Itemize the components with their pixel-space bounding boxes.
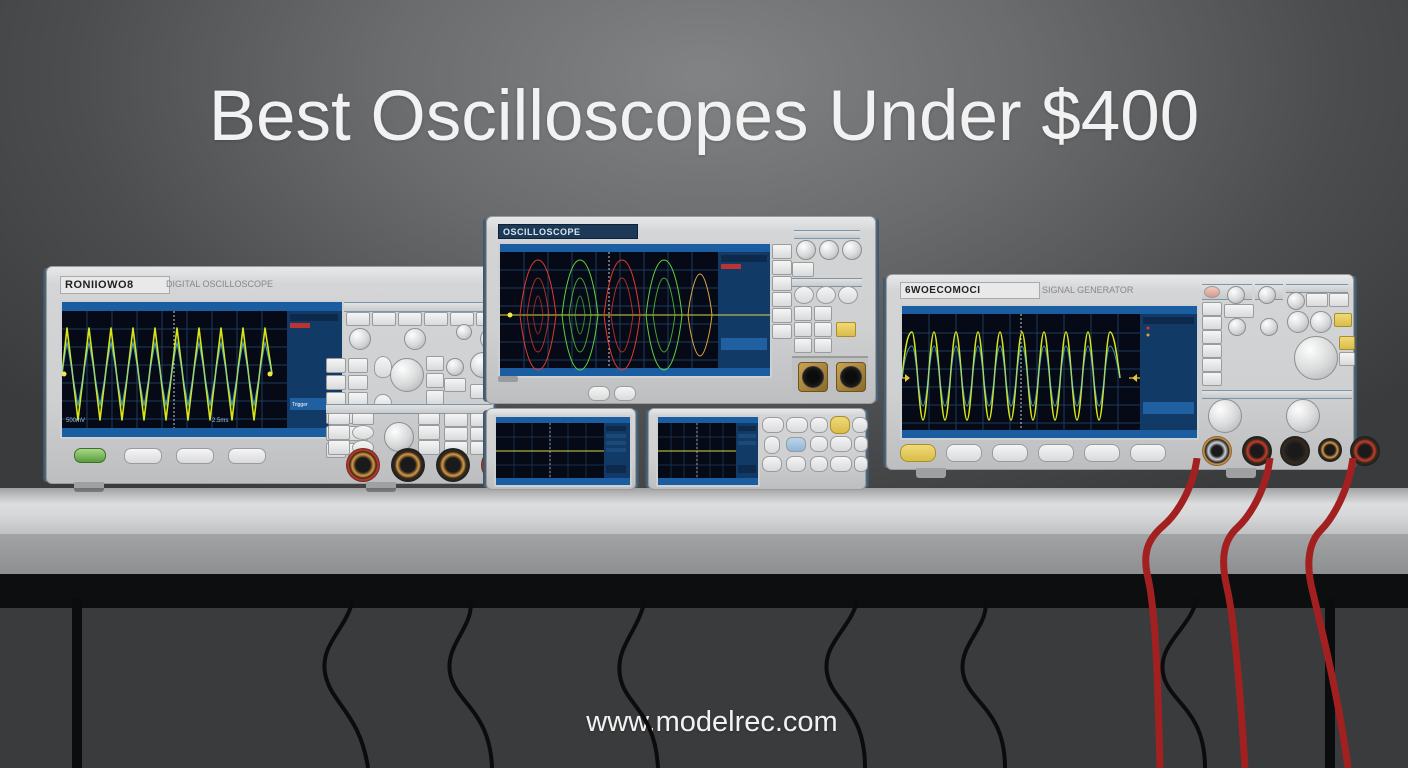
svg-text:Trigger: Trigger	[292, 402, 308, 408]
svg-text:2.5ms: 2.5ms	[212, 418, 228, 424]
svg-text:500mV: 500mV	[66, 418, 85, 424]
